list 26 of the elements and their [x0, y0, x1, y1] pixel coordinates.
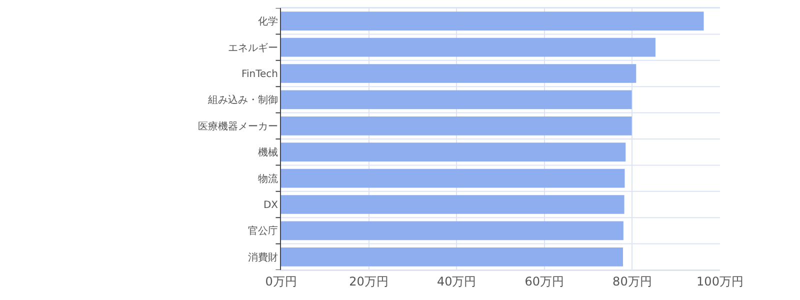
- bar: [281, 64, 636, 83]
- x-tick-label: 80万円: [612, 274, 652, 288]
- bar: [281, 116, 632, 136]
- bar: [281, 195, 624, 214]
- y-tick-label: エネルギー: [228, 42, 278, 54]
- bar: [281, 168, 625, 188]
- bar: [281, 12, 704, 31]
- x-tick-label: 100万円: [696, 274, 744, 288]
- y-tick-label: 物流: [258, 172, 278, 185]
- x-tick-label: 20万円: [349, 274, 388, 288]
- x-tick-label: 40万円: [436, 274, 476, 288]
- bar: [281, 38, 656, 57]
- y-tick-label: 医療機器メーカー: [198, 120, 278, 132]
- bar: [281, 221, 624, 240]
- y-tick-label: 官公庁: [248, 225, 278, 238]
- y-tick-label: 機械: [258, 146, 278, 159]
- y-tick-label: DX: [263, 200, 278, 211]
- y-tick-label: FinTech: [241, 69, 278, 80]
- x-tick-label: 0万円: [265, 274, 297, 288]
- bar: [281, 247, 623, 266]
- y-tick-label: 消費財: [248, 251, 278, 264]
- x-tick-label: 60万円: [524, 274, 564, 288]
- y-tick-label: 化学: [258, 16, 278, 28]
- bar: [281, 142, 626, 162]
- bar: [281, 90, 632, 110]
- y-tick-label: 組み込み・制御: [207, 94, 278, 106]
